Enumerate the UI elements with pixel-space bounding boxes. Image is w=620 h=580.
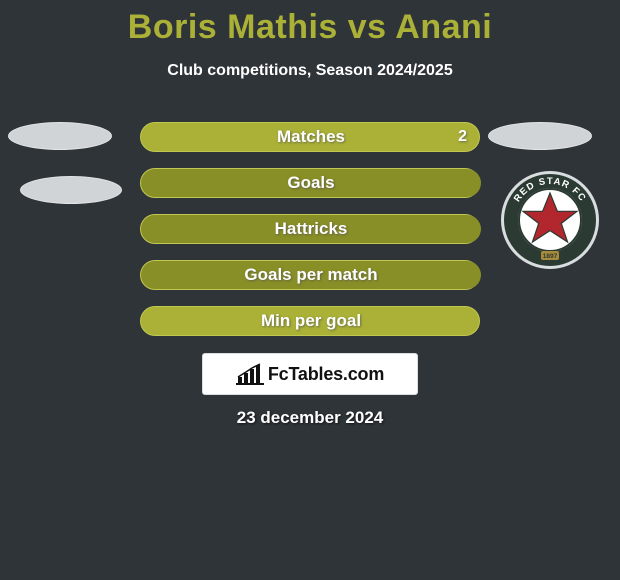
- stat-row: Min per goal: [140, 306, 480, 336]
- stat-label: Hattricks: [141, 215, 481, 245]
- page-subtitle: Club competitions, Season 2024/2025: [0, 62, 620, 80]
- brand-text: FcTables.com: [268, 364, 384, 385]
- red-star-fc-badge-icon: RED STAR FC 1897: [500, 170, 600, 270]
- stat-label: Min per goal: [141, 307, 481, 337]
- stat-label: Matches: [141, 123, 481, 153]
- brand-watermark: FcTables.com: [202, 353, 418, 395]
- stat-row: Hattricks: [140, 214, 480, 244]
- placeholder-ellipse-left-2: [20, 176, 122, 204]
- stat-label: Goals: [141, 169, 481, 199]
- stat-label: Goals per match: [141, 261, 481, 291]
- stat-rows: Matches2 Goals Hattricks Goals per match Min…: [140, 122, 480, 352]
- stat-value-right: 2: [458, 123, 467, 151]
- comparison-card: Boris Mathis vs Anani Club competitions,…: [0, 0, 620, 580]
- svg-text:1897: 1897: [543, 253, 558, 260]
- fctables-bars-icon: [236, 363, 264, 385]
- generated-date: 23 december 2024: [0, 408, 620, 428]
- stat-row: Goals per match: [140, 260, 480, 290]
- placeholder-ellipse-left-1: [8, 122, 112, 150]
- club-badge-right: RED STAR FC 1897: [500, 170, 600, 270]
- stat-row: Goals: [140, 168, 480, 198]
- placeholder-ellipse-right-1: [488, 122, 592, 150]
- stat-row: Matches2: [140, 122, 480, 152]
- page-title: Boris Mathis vs Anani: [0, 8, 620, 47]
